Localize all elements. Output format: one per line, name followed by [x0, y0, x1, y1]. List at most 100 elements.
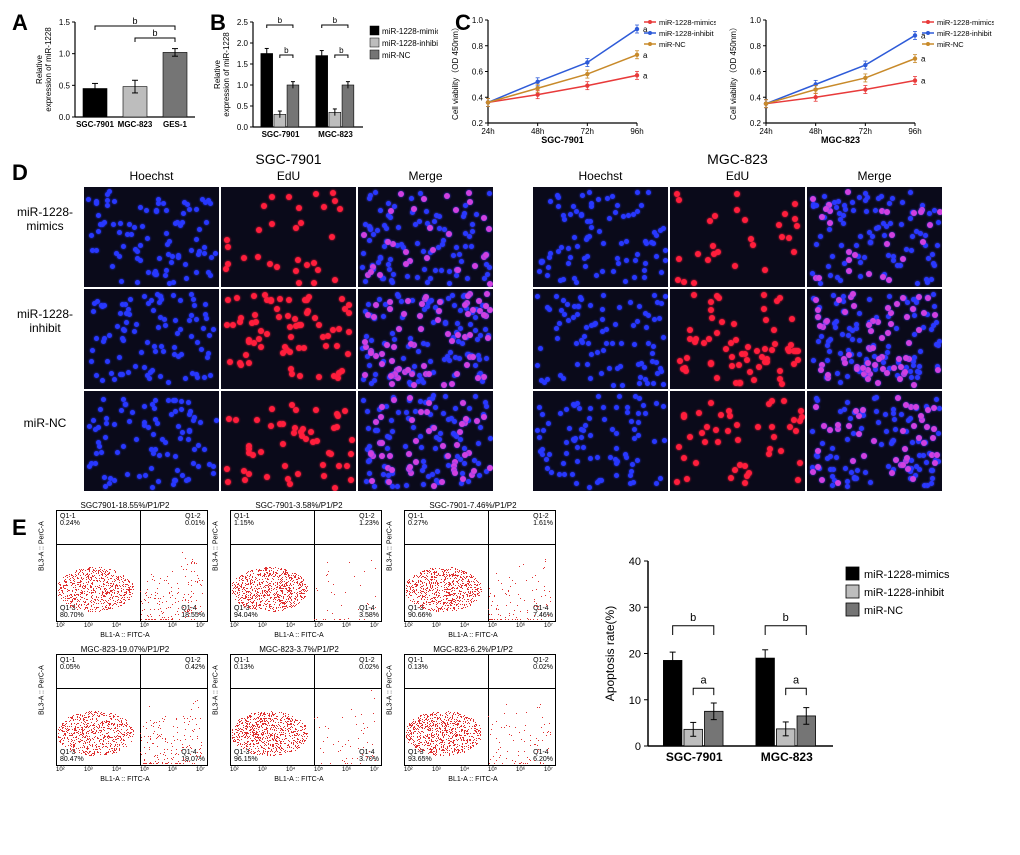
micro-image: [670, 187, 805, 287]
svg-text:0.4: 0.4: [750, 93, 762, 102]
panel-label-a: A: [12, 10, 28, 36]
svg-text:96h: 96h: [908, 127, 921, 136]
flow-plot: MGC-823-3.7%/P1/P2Q1-10.13%Q1-20.02%Q1-3…: [214, 645, 384, 785]
svg-text:40: 40: [629, 556, 641, 568]
svg-text:b: b: [278, 16, 283, 25]
svg-text:96h: 96h: [630, 127, 643, 136]
micro-image: [670, 391, 805, 491]
svg-text:0.0: 0.0: [237, 123, 249, 132]
svg-text:miR-1228-inhibit: miR-1228-inhibit: [937, 29, 993, 38]
micro-image: [84, 187, 219, 287]
svg-text:0: 0: [635, 741, 641, 753]
svg-text:miR-1228-inhibit: miR-1228-inhibit: [382, 39, 438, 48]
flow-plot: SGC7901-18.55%/P1/P2Q1-10.24%Q1-20.01%Q1…: [40, 501, 210, 641]
micro-image: [84, 289, 219, 389]
svg-text:miR-NC: miR-NC: [864, 605, 903, 617]
svg-text:a: a: [643, 71, 648, 80]
svg-text:miR-1228-mimics: miR-1228-mimics: [659, 18, 716, 27]
flow-plot-title: SGC-7901-7.46%/P1/P2: [388, 501, 558, 510]
svg-text:MGC-823: MGC-823: [761, 750, 813, 764]
svg-text:b: b: [333, 16, 338, 25]
rowd-col-header: Merge: [807, 169, 942, 185]
svg-text:miR-NC: miR-NC: [659, 40, 686, 49]
svg-text:0.8: 0.8: [472, 42, 484, 51]
svg-text:a: a: [921, 55, 926, 64]
svg-text:MGC-823: MGC-823: [821, 135, 860, 145]
svg-text:miR-1228-inhibit: miR-1228-inhibit: [864, 587, 944, 599]
micro-image: [221, 187, 356, 287]
flow-plot-title: MGC-823-6.2%/P1/P2: [388, 645, 558, 654]
svg-text:miR-NC: miR-NC: [382, 51, 411, 60]
svg-text:a: a: [921, 77, 926, 86]
micro-image: [358, 391, 493, 491]
flow-plot-title: MGC-823-19.07%/P1/P2: [40, 645, 210, 654]
panel-c-chart-2: 0.20.40.60.81.024h48h72h96hCell viabilit…: [724, 10, 994, 145]
svg-text:2.5: 2.5: [237, 18, 249, 27]
svg-text:b: b: [152, 28, 157, 38]
svg-text:Cell viability（OD 450nm）: Cell viability（OD 450nm）: [451, 23, 460, 120]
svg-text:SGC-7901: SGC-7901: [666, 750, 723, 764]
svg-text:Apoptosis rate(%): Apoptosis rate(%): [603, 606, 617, 701]
svg-text:20: 20: [629, 649, 641, 661]
rowd-title-mgc: MGC-823: [533, 151, 942, 167]
svg-text:b: b: [284, 46, 289, 55]
micro-image: [807, 391, 942, 491]
micro-image: [84, 391, 219, 491]
svg-text:a: a: [700, 675, 707, 687]
svg-text:24h: 24h: [481, 127, 494, 136]
svg-text:miR-1228-mimics: miR-1228-mimics: [864, 569, 950, 581]
micro-image: [221, 391, 356, 491]
svg-text:1.0: 1.0: [750, 16, 762, 25]
flow-plot: MGC-823-19.07%/P1/P2Q1-10.05%Q1-20.42%Q1…: [40, 645, 210, 785]
svg-text:1.0: 1.0: [237, 81, 249, 90]
rowd-label-mimics: miR-1228-mimics: [10, 169, 80, 269]
svg-text:b: b: [690, 612, 696, 624]
svg-text:miR-1228-inhibit: miR-1228-inhibit: [659, 29, 715, 38]
svg-text:1.5: 1.5: [59, 18, 71, 27]
rowd-label-inhibit: miR-1228-inhibit: [10, 271, 80, 371]
micro-image: [670, 289, 805, 389]
flow-plot: SGC-7901-7.46%/P1/P2Q1-10.27%Q1-21.61%Q1…: [388, 501, 558, 641]
svg-text:miR-1228-mimics: miR-1228-mimics: [382, 27, 438, 36]
micro-image: [221, 289, 356, 389]
svg-text:1.0: 1.0: [59, 50, 71, 59]
panel-b-chart: 0.00.51.01.52.02.5Relativeexpression of …: [208, 10, 438, 145]
svg-text:0.4: 0.4: [472, 93, 484, 102]
micro-image: [358, 289, 493, 389]
svg-text:a: a: [793, 675, 800, 687]
svg-text:MGC-823: MGC-823: [118, 120, 153, 129]
rowd-col-header: Merge: [358, 169, 493, 185]
micro-image: [807, 187, 942, 287]
micro-image: [533, 391, 668, 491]
svg-text:b: b: [132, 16, 137, 26]
svg-text:2.0: 2.0: [237, 39, 249, 48]
rowd-col-header: Hoechst: [533, 169, 668, 185]
svg-text:a: a: [643, 51, 648, 60]
svg-text:SGC-7901: SGC-7901: [76, 120, 114, 129]
svg-text:Relativeexpression of miR-1228: Relativeexpression of miR-1228: [213, 32, 231, 117]
panel-c-chart-1: 0.20.40.60.81.024h48h72h96hCell viabilit…: [446, 10, 716, 145]
svg-text:0.5: 0.5: [59, 81, 71, 90]
svg-text:miR-NC: miR-NC: [937, 40, 964, 49]
flow-plot: MGC-823-6.2%/P1/P2Q1-10.13%Q1-20.02%Q1-3…: [388, 645, 558, 785]
svg-text:0.8: 0.8: [750, 42, 762, 51]
flow-plot: SGC-7901-3.58%/P1/P2Q1-11.15%Q1-21.23%Q1…: [214, 501, 384, 641]
flow-plot-title: SGC-7901-3.58%/P1/P2: [214, 501, 384, 510]
rowd-title-sgc: SGC-7901: [84, 151, 493, 167]
svg-text:GES-1: GES-1: [163, 120, 188, 129]
svg-text:0.5: 0.5: [237, 102, 249, 111]
micro-image: [533, 289, 668, 389]
svg-text:72h: 72h: [859, 127, 872, 136]
svg-text:b: b: [783, 612, 789, 624]
panel-e-barchart: 0 10 20 30 40 Apoptosis rate(%) SGC-7901 b a MGC-…: [598, 541, 958, 785]
rowd-col-header: EdU: [670, 169, 805, 185]
rowd-col-header: Hoechst: [84, 169, 219, 185]
svg-text:SGC-7901: SGC-7901: [541, 135, 584, 145]
svg-text:24h: 24h: [759, 127, 772, 136]
svg-text:10: 10: [629, 695, 641, 707]
micro-image: [358, 187, 493, 287]
rowd-col-header: EdU: [221, 169, 356, 185]
panel-e-flow-grid: SGC7901-18.55%/P1/P2Q1-10.24%Q1-20.01%Q1…: [40, 501, 558, 785]
svg-text:30: 30: [629, 602, 641, 614]
micro-image: [807, 289, 942, 389]
